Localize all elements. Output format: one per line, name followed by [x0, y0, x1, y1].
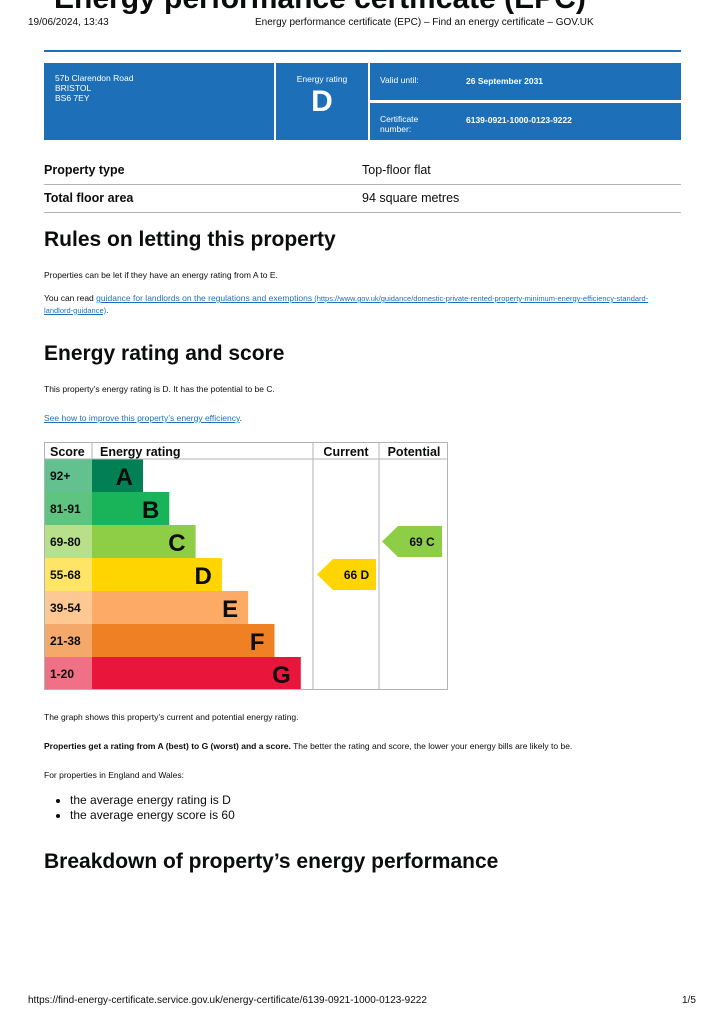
list-item: the average energy rating is D [70, 793, 235, 808]
certificate-number-row: Certificate number: 6139-0921-1000-0123-… [370, 103, 681, 140]
improve-suffix: . [239, 413, 242, 423]
improve-efficiency-link[interactable]: See how to improve this property’s energ… [44, 413, 240, 423]
score-cell [44, 525, 92, 558]
letting-heading: Rules on letting this property [44, 228, 336, 251]
landlord-guidance-link[interactable]: guidance for landlords on the regulation… [44, 293, 648, 315]
rating-bar [92, 525, 196, 558]
address-panel: 57b Clarendon Road BRISTOL BS6 7EY [44, 63, 274, 140]
footer-url: https://find-energy-certificate.service.… [28, 995, 427, 1006]
potential-rating-label: 69 C [409, 535, 435, 549]
score-cell [44, 492, 92, 525]
rating-letter: B [142, 497, 159, 524]
address-line: 57b Clarendon Road [55, 73, 134, 83]
score-cell [44, 558, 92, 591]
breakdown-heading: Breakdown of property’s energy performan… [44, 850, 499, 873]
graph-note: The graph shows this property’s current … [44, 712, 299, 722]
score-cell [44, 591, 92, 624]
energy-rating-value: D [311, 85, 333, 118]
rating-bar [92, 459, 143, 492]
certificate-number-value: 6139-0921-1000-0123-9222 [466, 115, 572, 125]
england-wales-para: For properties in England and Wales: [44, 770, 185, 780]
energy-rating-panel: Energy rating D [276, 63, 368, 140]
potential-rating-arrow [382, 526, 442, 557]
energy-rating-para: This property’s energy rating is D. It h… [44, 384, 275, 394]
valid-until-label: Valid until: [380, 75, 419, 85]
score-label: 81-91 [50, 502, 81, 516]
title-divider [44, 50, 681, 52]
rating-explanation-bold: Properties get a rating from A (best) to… [44, 741, 291, 751]
rating-bar [92, 657, 301, 690]
rating-letter: D [195, 563, 212, 590]
chart-header-current: Current [323, 445, 369, 459]
improve-para: See how to improve this property’s energ… [44, 413, 674, 424]
score-label: 39-54 [50, 601, 81, 615]
rating-bar [92, 492, 170, 525]
energy-rating-chart-svg: Score Energy rating Current Potential 92+ A 81… [44, 442, 448, 690]
print-page-title: Energy performance certificate (EPC) – F… [255, 17, 594, 28]
address-line: BS6 7EY [55, 93, 90, 103]
current-rating-label: 66 D [344, 568, 370, 582]
score-cell [44, 624, 92, 657]
page-title: Energy performance certificate (EPC) [54, 0, 586, 14]
floor-area-value: 94 square metres [362, 191, 460, 205]
property-type-value: Top-floor flat [362, 163, 431, 177]
rating-letter: E [222, 596, 238, 623]
average-list: the average energy rating is D the avera… [44, 793, 235, 822]
certificate-label-line: number: [380, 123, 412, 134]
floor-area-row: Total floor area 94 square metres [44, 184, 681, 213]
score-cell [44, 657, 92, 690]
guidance-suffix: . [106, 304, 109, 315]
valid-until-value: 26 September 2031 [466, 76, 544, 86]
energy-rating-chart: Score Energy rating Current Potential 92+ A 81… [44, 442, 448, 690]
score-label: 92+ [50, 469, 70, 483]
guidance-prefix: You can read [44, 293, 97, 303]
score-label: 1-20 [50, 667, 74, 681]
rating-letter: G [272, 662, 291, 689]
valid-until-row: Valid until: 26 September 2031 [370, 63, 681, 100]
rating-letter: F [250, 629, 265, 656]
rating-bar [92, 591, 249, 624]
rating-explanation-rest: The better the rating and score, the low… [290, 741, 573, 751]
certificate-meta-panel: Valid until: 26 September 2031 Certifica… [370, 63, 681, 140]
score-label: 55-68 [50, 568, 81, 582]
score-label: 21-38 [50, 634, 81, 648]
property-type-row: Property type Top-floor flat [44, 156, 681, 185]
chart-header-score: Score [50, 445, 85, 459]
certificate-label-line: Certificate [380, 114, 419, 124]
guidance-link-text[interactable]: guidance for landlords on the regulation… [96, 293, 313, 303]
floor-area-label: Total floor area [44, 191, 134, 205]
letting-para: Properties can be let if they have an en… [44, 270, 278, 280]
certificate-number-label: Certificate number: [380, 114, 419, 134]
list-item: the average energy score is 60 [70, 808, 235, 823]
rating-bar [92, 624, 275, 657]
address-line: BRISTOL [55, 83, 92, 93]
current-rating-arrow [317, 559, 376, 590]
rating-letter: A [116, 464, 133, 491]
chart-header-energy-rating: Energy rating [100, 445, 181, 459]
energy-rating-heading: Energy rating and score [44, 342, 285, 365]
footer-page-number: 1/5 [682, 995, 696, 1006]
property-type-label: Property type [44, 163, 125, 177]
rating-letter: C [168, 530, 185, 557]
chart-header-potential: Potential [388, 445, 441, 459]
guidance-url[interactable]: (https://www.gov.uk/guidance/domestic-pr… [312, 294, 649, 303]
rating-explanation: Properties get a rating from A (best) to… [44, 741, 674, 752]
score-cell [44, 459, 92, 492]
print-datetime: 19/06/2024, 13:43 [28, 17, 109, 28]
landlord-guidance-para: You can read guidance for landlords on t… [44, 293, 674, 316]
rating-bar [92, 558, 222, 591]
score-label: 69-80 [50, 535, 81, 549]
guidance-url[interactable]: landlord-guidance) [44, 305, 107, 315]
energy-rating-label: Energy rating [296, 74, 348, 84]
